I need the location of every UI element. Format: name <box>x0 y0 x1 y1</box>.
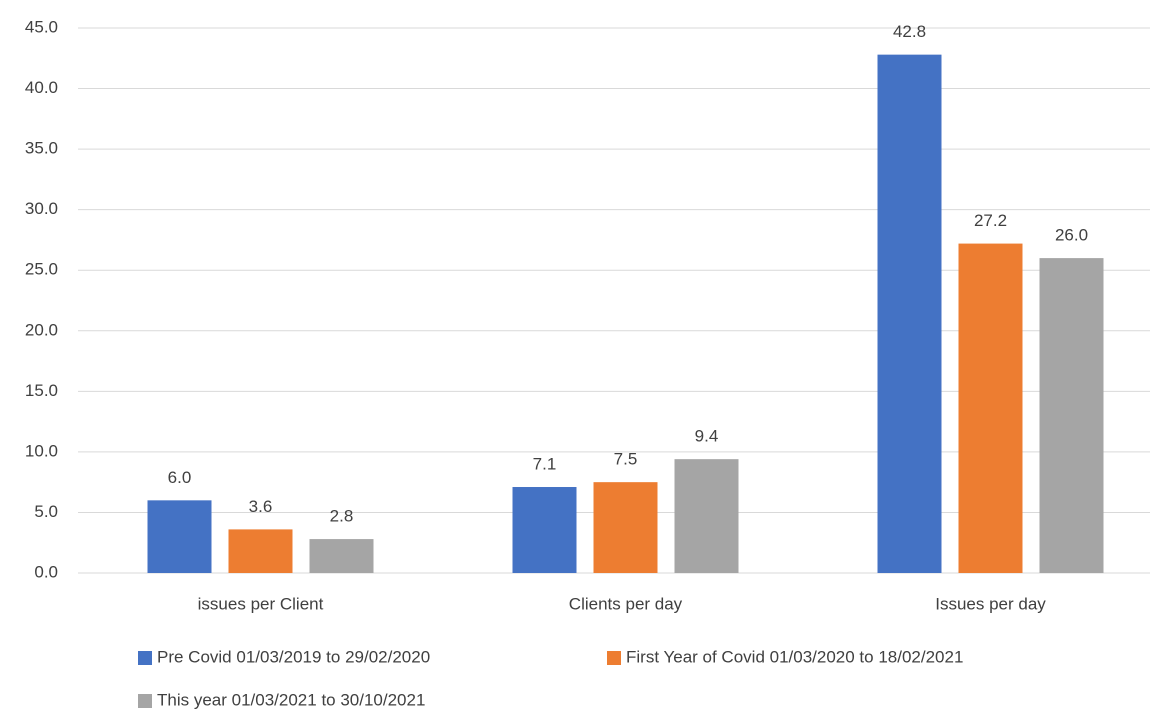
legend-swatch <box>138 651 152 665</box>
y-tick-label: 0.0 <box>34 562 58 581</box>
bar <box>877 54 942 573</box>
x-tick-label: issues per Client <box>198 594 324 613</box>
bar <box>512 487 577 573</box>
data-label: 2.8 <box>330 507 354 526</box>
data-label: 6.0 <box>168 468 192 487</box>
bar <box>228 529 293 573</box>
y-tick-label: 10.0 <box>25 441 58 460</box>
y-tick-label: 30.0 <box>25 199 58 218</box>
data-label: 26.0 <box>1055 226 1088 245</box>
legend-swatch <box>607 651 621 665</box>
legend-swatch <box>138 694 152 708</box>
data-label: 7.5 <box>614 450 638 469</box>
data-label: 3.6 <box>249 497 273 516</box>
y-tick-label: 40.0 <box>25 78 58 97</box>
bar <box>593 482 658 573</box>
y-tick-label: 25.0 <box>25 260 58 279</box>
data-label: 7.1 <box>533 454 557 473</box>
y-tick-label: 20.0 <box>25 320 58 339</box>
y-tick-label: 35.0 <box>25 139 58 158</box>
y-tick-label: 15.0 <box>25 381 58 400</box>
y-tick-label: 5.0 <box>34 502 58 521</box>
bar <box>1039 258 1104 573</box>
bar <box>958 243 1023 574</box>
y-tick-label: 45.0 <box>25 17 58 36</box>
bar <box>147 500 212 573</box>
bar <box>309 539 374 573</box>
x-tick-label: Issues per day <box>935 594 1046 613</box>
data-label: 27.2 <box>974 211 1007 230</box>
data-label: 42.8 <box>893 22 926 41</box>
legend-label: Pre Covid 01/03/2019 to 29/02/2020 <box>157 647 430 666</box>
x-tick-label: Clients per day <box>569 594 683 613</box>
legend-label: First Year of Covid 01/03/2020 to 18/02/… <box>626 647 963 666</box>
bar <box>674 459 739 573</box>
legend-label: This year 01/03/2021 to 30/10/2021 <box>157 690 425 709</box>
data-label: 9.4 <box>695 427 719 446</box>
